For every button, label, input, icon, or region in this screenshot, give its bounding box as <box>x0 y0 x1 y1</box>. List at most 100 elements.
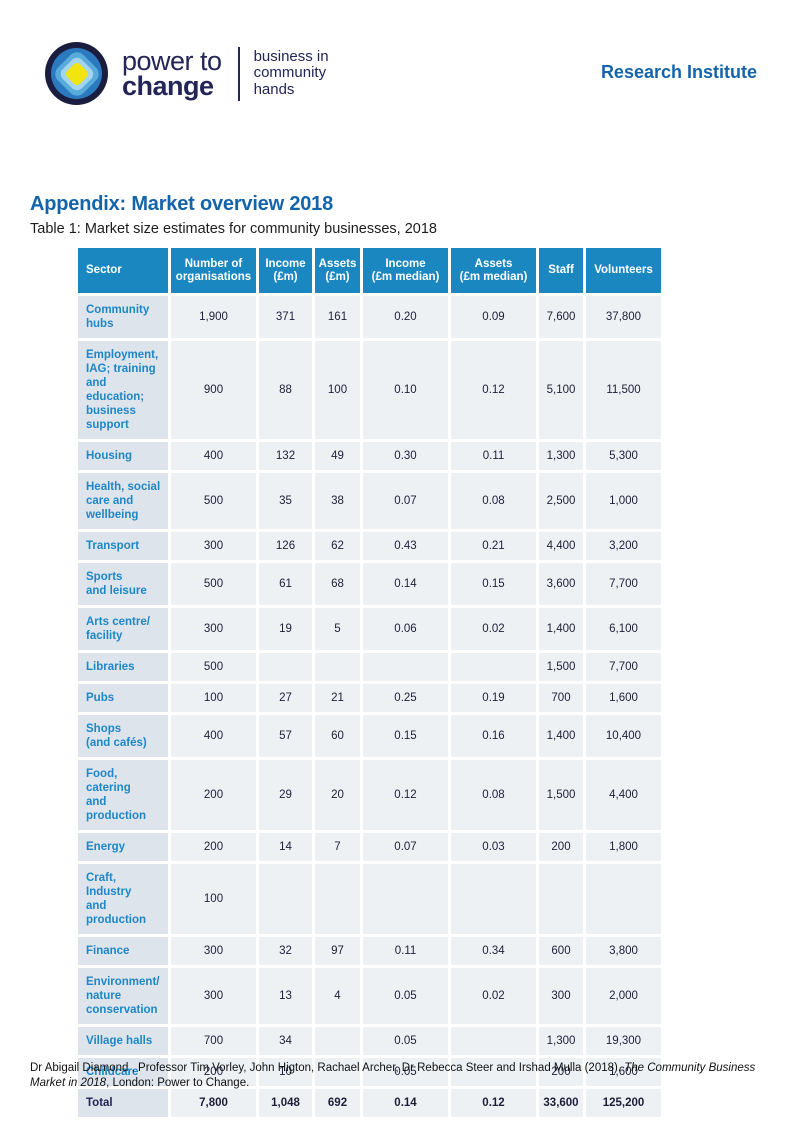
sector-cell: Employment, IAG; training and education;… <box>78 341 168 439</box>
value-cell: 4 <box>315 968 360 1024</box>
value-cell: 2,000 <box>586 968 661 1024</box>
sector-cell: Total <box>78 1089 168 1117</box>
value-cell: 0.05 <box>363 1058 448 1086</box>
value-cell: 1,800 <box>586 833 661 861</box>
value-cell: 1,600 <box>586 684 661 712</box>
value-cell: 0.07 <box>363 833 448 861</box>
value-cell: 200 <box>171 833 256 861</box>
value-cell: 1,600 <box>586 1058 661 1086</box>
table-row: Energy 200 14 7 0.07 0.03 200 1,800 <box>78 833 661 861</box>
value-cell: 7 <box>315 833 360 861</box>
value-cell: 0.12 <box>451 341 536 439</box>
citation-publisher: , London: Power to Change. <box>106 1077 250 1089</box>
value-cell <box>315 864 360 934</box>
value-cell: 200 <box>539 833 583 861</box>
value-cell: 1,000 <box>586 473 661 529</box>
value-cell: 0.19 <box>451 684 536 712</box>
table-row: Sports and leisure 500 61 68 0.14 0.15 3,600 7,… <box>78 563 661 605</box>
brand-tagline: business in community hands <box>253 47 329 98</box>
sector-cell: Finance <box>78 937 168 965</box>
value-cell: 0.08 <box>451 473 536 529</box>
sector-cell: Arts centre/ facility <box>78 608 168 650</box>
value-cell: 0.16 <box>451 715 536 757</box>
value-cell: 7,600 <box>539 296 583 338</box>
sector-cell: Housing <box>78 442 168 470</box>
column-header-sector: Sector <box>78 248 168 293</box>
value-cell: 88 <box>259 341 312 439</box>
value-cell <box>586 864 661 934</box>
value-cell: 700 <box>171 1027 256 1055</box>
sector-cell: Energy <box>78 833 168 861</box>
page-title: Appendix: Market overview 2018 <box>30 193 334 215</box>
value-cell: 132 <box>259 442 312 470</box>
sector-cell: Transport <box>78 532 168 560</box>
value-cell: 7,700 <box>586 563 661 605</box>
value-cell: 5,300 <box>586 442 661 470</box>
value-cell <box>539 864 583 934</box>
value-cell: 500 <box>171 473 256 529</box>
value-cell: 400 <box>171 442 256 470</box>
citation: Dr Abigail Diamond , Professor Tim Vorle… <box>30 1061 775 1091</box>
value-cell <box>315 653 360 681</box>
research-institute-label: Research Institute <box>600 62 757 82</box>
value-cell: 0.05 <box>363 968 448 1024</box>
table-row: Village halls 700 34 0.05 1,300 19,300 <box>78 1027 661 1055</box>
table-row: Arts centre/ facility 300 19 5 0.06 0.02 1,400… <box>78 608 661 650</box>
value-cell: 7,800 <box>171 1089 256 1117</box>
value-cell <box>451 653 536 681</box>
value-cell: 60 <box>315 715 360 757</box>
value-cell: 0.08 <box>451 760 536 830</box>
market-size-table: Sector Number of organisations Income (£m)… <box>75 245 664 1120</box>
value-cell: 100 <box>315 341 360 439</box>
value-cell <box>363 864 448 934</box>
sector-cell: Health, social care and wellbeing <box>78 473 168 529</box>
value-cell <box>451 864 536 934</box>
value-cell <box>315 1058 360 1086</box>
value-cell: 161 <box>315 296 360 338</box>
value-cell: 500 <box>171 563 256 605</box>
value-cell: 1,400 <box>539 715 583 757</box>
value-cell: 300 <box>539 968 583 1024</box>
column-header-income-m-median: Income (£m median) <box>363 248 448 293</box>
value-cell: 61 <box>259 563 312 605</box>
value-cell: 900 <box>171 341 256 439</box>
table-row: Transport 300 126 62 0.43 0.21 4,400 3,200 <box>78 532 661 560</box>
value-cell: 35 <box>259 473 312 529</box>
value-cell: 1,900 <box>171 296 256 338</box>
value-cell: 27 <box>259 684 312 712</box>
value-cell: 0.03 <box>451 833 536 861</box>
table-row: Employment, IAG; training and education;… <box>78 341 661 439</box>
value-cell: 6,100 <box>586 608 661 650</box>
sector-cell: Community hubs <box>78 296 168 338</box>
value-cell: 125,200 <box>586 1089 661 1117</box>
sector-cell: Sports and leisure <box>78 563 168 605</box>
value-cell: 200 <box>171 760 256 830</box>
value-cell: 11,500 <box>586 341 661 439</box>
value-cell <box>259 864 312 934</box>
column-header-assets-m-median: Assets (£m median) <box>451 248 536 293</box>
value-cell: 200 <box>539 1058 583 1086</box>
value-cell: 32 <box>259 937 312 965</box>
sector-cell: Libraries <box>78 653 168 681</box>
value-cell: 33,600 <box>539 1089 583 1117</box>
value-cell: 0.14 <box>363 1089 448 1117</box>
total-row: Total 7,800 1,048 692 0.14 0.12 33,600 125,200 <box>78 1089 661 1117</box>
value-cell: 0.05 <box>363 1027 448 1055</box>
value-cell: 10,400 <box>586 715 661 757</box>
value-cell: 13 <box>259 968 312 1024</box>
table-row: Housing 400 132 49 0.30 0.11 1,300 5,300 <box>78 442 661 470</box>
value-cell: 126 <box>259 532 312 560</box>
value-cell: 0.10 <box>363 341 448 439</box>
brand-header: power to change business in community ha… <box>45 42 329 105</box>
value-cell: 29 <box>259 760 312 830</box>
table-row: Health, social care and wellbeing 500 35 38… <box>78 473 661 529</box>
column-header-volunteers: Volunteers <box>586 248 661 293</box>
value-cell: 3,600 <box>539 563 583 605</box>
column-header-number-of-organisations: Number of organisations <box>171 248 256 293</box>
value-cell: 300 <box>171 937 256 965</box>
table-row: Finance 300 32 97 0.11 0.34 600 3,800 <box>78 937 661 965</box>
value-cell: 0.34 <box>451 937 536 965</box>
table-row: Craft, Industry and production 100 <box>78 864 661 934</box>
value-cell: 0.12 <box>451 1089 536 1117</box>
value-cell: 3,800 <box>586 937 661 965</box>
